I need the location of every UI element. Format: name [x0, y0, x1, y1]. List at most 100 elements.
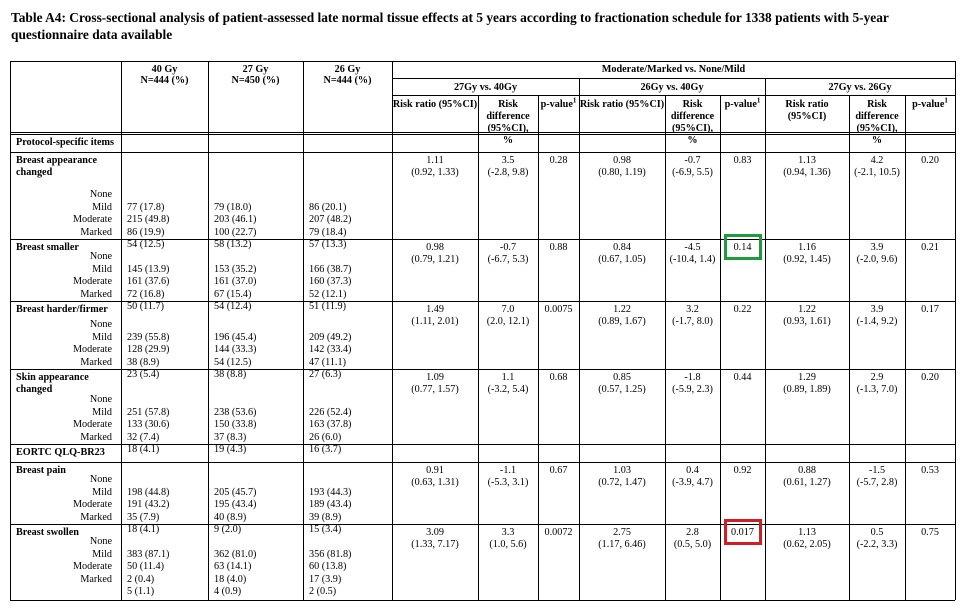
level-label: Marked	[80, 288, 112, 300]
sub-header-p-value: p-value1	[540, 96, 577, 110]
risk-ratio-value: 1.13	[798, 527, 816, 538]
level-label: Mild	[92, 486, 112, 498]
level-label: Moderate	[72, 344, 112, 355]
risk-difference-value: 3.9	[870, 242, 884, 253]
risk-ratio-value: 1.03	[613, 465, 631, 476]
p-value: 0.14	[733, 242, 752, 253]
risk-ratio-ci: (0.93, 1.61)	[783, 316, 831, 327]
column-divider	[849, 95, 850, 600]
item-name: Breast swollen	[16, 527, 79, 538]
risk-ratio-value: 1.22	[798, 304, 816, 315]
risk-difference-value: -1.1	[499, 465, 517, 476]
group-header-name: 26 Gy	[334, 64, 361, 75]
item-name: Skin appearance changed	[16, 372, 89, 395]
count-value: 150 (33.8)	[214, 419, 257, 430]
column-divider	[905, 95, 906, 600]
risk-difference-ci: (-1.7, 8.0)	[672, 316, 713, 327]
row-divider	[10, 600, 955, 601]
p-value: 0.88	[549, 242, 568, 253]
count-value: 166 (38.7)	[309, 263, 352, 275]
column-divider	[720, 95, 721, 600]
p-value: 0.83	[733, 155, 752, 166]
count-value: 189 (43.4)	[309, 499, 352, 510]
count-value: 153 (35.2)	[214, 263, 257, 275]
column-divider	[579, 78, 580, 600]
count-value: 54 (12.5)	[214, 356, 252, 368]
risk-difference-ci: (-6.7, 5.3)	[487, 254, 529, 265]
risk-difference-value: 3.9	[870, 304, 884, 315]
risk-difference-value: -1.8	[684, 372, 701, 383]
count-value: 362 (81.0)	[214, 548, 257, 560]
level-label: None	[89, 394, 112, 405]
risk-difference-ci: (-10.4, 1.4)	[669, 254, 716, 265]
risk-difference-value: 7.0	[501, 304, 515, 315]
risk-ratio-value: 0.88	[798, 465, 816, 476]
risk-ratio-ci: (1.11, 2.01)	[411, 316, 459, 327]
count-value: 16 (3.7)	[309, 444, 342, 455]
risk-ratio-value: 0.91	[426, 465, 444, 476]
risk-ratio-value: 1.09	[426, 372, 444, 383]
count-value: 26 (6.0)	[309, 431, 342, 443]
level-label: Moderate	[72, 419, 112, 430]
level-label: None	[89, 251, 112, 262]
risk-difference-value: -4.5	[684, 242, 701, 253]
row-divider	[10, 444, 955, 445]
level-label: Moderate	[72, 499, 112, 510]
risk-ratio-ci: (0.92, 1.33)	[411, 167, 459, 178]
count-value: 239 (55.8)	[127, 331, 170, 343]
risk-ratio-ci: (0.61, 1.27)	[783, 477, 831, 488]
count-value: 86 (19.9)	[127, 226, 165, 238]
p-value: 0.17	[921, 304, 939, 315]
sub-header-risk-ratio: Risk ratio (95%CI)	[579, 99, 665, 110]
risk-ratio-value: 1.22	[613, 304, 631, 315]
count-value: 37 (8.3)	[214, 431, 247, 443]
risk-ratio-ci: (0.89, 1.89)	[783, 384, 831, 395]
footnote-marker: 1	[572, 96, 577, 105]
risk-difference-value: 4.2	[870, 155, 884, 166]
risk-ratio-ci: (0.57, 1.25)	[598, 384, 646, 395]
count-value: 54 (12.5)	[127, 239, 165, 250]
risk-ratio-ci: (0.67, 1.05)	[598, 254, 646, 265]
count-value: 86 (20.1)	[309, 201, 347, 213]
sub-header-risk-difference: Risk difference (95%CI), %	[486, 99, 530, 146]
count-value: 238 (53.6)	[214, 406, 257, 418]
count-value: 54 (12.4)	[214, 301, 252, 312]
count-value: 226 (52.4)	[309, 406, 352, 418]
count-value: 161 (37.0)	[214, 276, 257, 287]
column-divider	[538, 95, 539, 600]
risk-difference-ci: (-5.9, 2.3)	[672, 384, 713, 395]
section-header: EORTC QLQ-BR23	[16, 447, 105, 458]
footnote-marker: 1	[756, 96, 761, 105]
count-value: 2 (0.5)	[309, 586, 337, 597]
count-value: 251 (57.8)	[127, 406, 170, 418]
risk-difference-ci: (-2.0, 9.6)	[856, 254, 898, 265]
p-value: 0.017	[731, 527, 754, 538]
count-value: 40 (8.9)	[214, 511, 247, 523]
risk-difference-ci: (0.5, 5.0)	[673, 539, 712, 550]
count-value: 195 (43.4)	[214, 499, 257, 510]
p-value: 0.68	[549, 372, 568, 383]
level-label: Mild	[92, 201, 112, 213]
comparison-header: 26Gy vs. 40Gy	[640, 82, 704, 93]
row-divider	[10, 462, 955, 463]
count-value: 19 (4.3)	[214, 444, 247, 455]
column-divider	[121, 61, 122, 600]
count-value: 77 (17.8)	[127, 201, 165, 213]
count-value: 35 (7.9)	[127, 511, 160, 523]
level-label: Marked	[80, 511, 112, 523]
risk-ratio-ci: (0.80, 1.19)	[598, 167, 646, 178]
table-title: Table A4: Cross-sectional analysis of pa…	[11, 10, 889, 42]
row-divider	[10, 369, 955, 370]
count-value: 128 (29.9)	[127, 344, 170, 355]
risk-difference-value: 3.5	[501, 155, 515, 166]
risk-ratio-value: 1.13	[798, 155, 816, 166]
count-value: 15 (3.4)	[309, 524, 342, 535]
count-value: 63 (14.1)	[214, 561, 252, 572]
risk-difference-value: 3.2	[686, 304, 699, 315]
level-label: Mild	[92, 406, 112, 418]
risk-difference-ci: (-1.4, 9.2)	[856, 316, 898, 327]
table-left-border	[10, 61, 11, 600]
level-label: Marked	[80, 431, 112, 443]
count-value: 18 (4.1)	[127, 444, 160, 455]
item-name: Breast harder/firmer	[16, 304, 108, 315]
